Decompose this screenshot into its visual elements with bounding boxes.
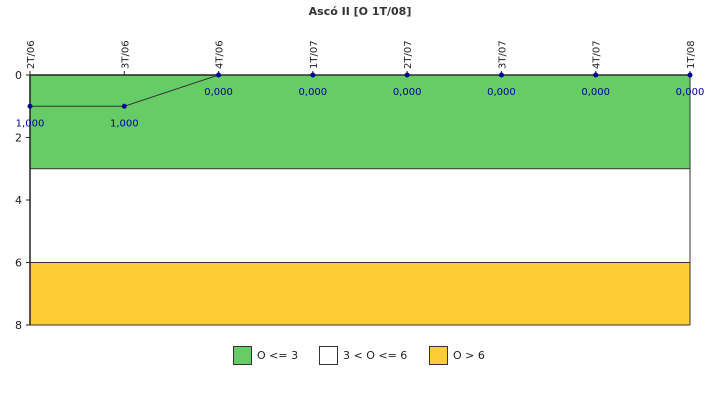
band-3 — [30, 262, 690, 325]
x-tick-label: 1T/07 — [309, 40, 320, 69]
band-1 — [30, 75, 690, 169]
threshold-bands — [30, 75, 690, 325]
legend-swatch — [233, 345, 252, 365]
y-tick-label: 8 — [15, 319, 22, 332]
legend-item: 3 < O <= 6 — [319, 344, 407, 366]
series: 1,000 1,000 0,000 0,000 0,000 0,000 0,000 0,000 — [16, 72, 705, 129]
legend-item: O > 6 — [429, 344, 485, 366]
data-label: 0,000 — [299, 87, 328, 98]
legend-item: O <= 3 — [233, 344, 298, 366]
x-tick-label: 4T/07 — [592, 40, 603, 69]
data-point — [27, 103, 33, 109]
data-label: 1,000 — [110, 118, 139, 129]
x-tick-label: 4T/06 — [215, 40, 226, 69]
legend-label: O > 6 — [453, 348, 485, 362]
data-point — [687, 72, 693, 78]
y-tick-label: 4 — [15, 194, 22, 207]
data-point — [498, 72, 504, 78]
y-tick-label: 6 — [15, 257, 22, 270]
data-label: 0,000 — [487, 87, 516, 98]
data-point — [216, 72, 222, 78]
data-label: 1,000 — [16, 118, 45, 129]
data-point — [593, 72, 599, 78]
x-tick-label: 3T/06 — [120, 40, 131, 69]
legend-label: O <= 3 — [257, 348, 299, 362]
data-label: 0,000 — [581, 87, 610, 98]
x-tick-label: 1T/08 — [686, 40, 697, 69]
x-tick-label: 2T/06 — [26, 40, 37, 69]
data-label: 0,000 — [204, 87, 233, 98]
y-tick-label: 2 — [15, 132, 22, 145]
band-2 — [30, 168, 690, 263]
chart-title: Ascó II [O 1T/08] — [309, 5, 412, 18]
data-point — [404, 72, 410, 78]
data-point — [121, 103, 127, 109]
legend-swatch — [429, 345, 448, 365]
legend: O <= 3 3 < O <= 6 O > 6 — [0, 344, 720, 368]
data-label: 0,000 — [393, 87, 422, 98]
legend-swatch — [319, 345, 338, 365]
x-tick-label: 3T/07 — [497, 40, 508, 69]
x-tick-label: 2T/07 — [403, 40, 414, 69]
series-line-1 — [30, 74, 690, 107]
data-point — [310, 72, 316, 78]
data-label: 0,000 — [676, 87, 705, 98]
legend-label: 3 < O <= 6 — [343, 348, 408, 362]
y-tick-label: 0 — [15, 69, 22, 82]
